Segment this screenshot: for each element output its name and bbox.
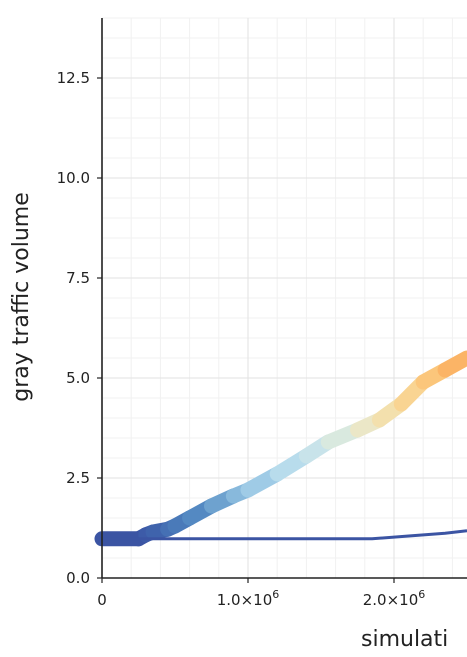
y-tick-label: 5.0: [66, 369, 90, 387]
y-axis-title: gray traffic volume: [9, 192, 34, 402]
x-axis-title: simulati: [361, 627, 448, 652]
x-tick-mantissa: 1.0×10: [217, 591, 273, 609]
series-2-line: [102, 529, 467, 541]
y-tick-label: 12.5: [57, 69, 90, 87]
x-tick-label: 0: [97, 591, 107, 609]
tick-labels: 0.02.55.07.510.012.50 1.0×106 2.0×106: [57, 69, 426, 609]
series-layer: [94, 350, 467, 547]
y-tick-label: 2.5: [66, 469, 90, 487]
x-tick-label: 1.0×106: [217, 588, 280, 609]
y-tick-label: 10.0: [57, 169, 90, 187]
y-tick-label: 7.5: [66, 269, 90, 287]
minor-grid: [101, 17, 467, 579]
series-1-segment: [437, 350, 467, 378]
axes: [97, 18, 467, 583]
y-tick-label: 0.0: [66, 569, 90, 587]
x-tick-exponent: 6: [272, 588, 279, 601]
x-tick-mantissa: 2.0×10: [363, 591, 419, 609]
x-tick-label: 2.0×106: [363, 588, 426, 609]
x-tick-exponent: 6: [418, 588, 425, 601]
